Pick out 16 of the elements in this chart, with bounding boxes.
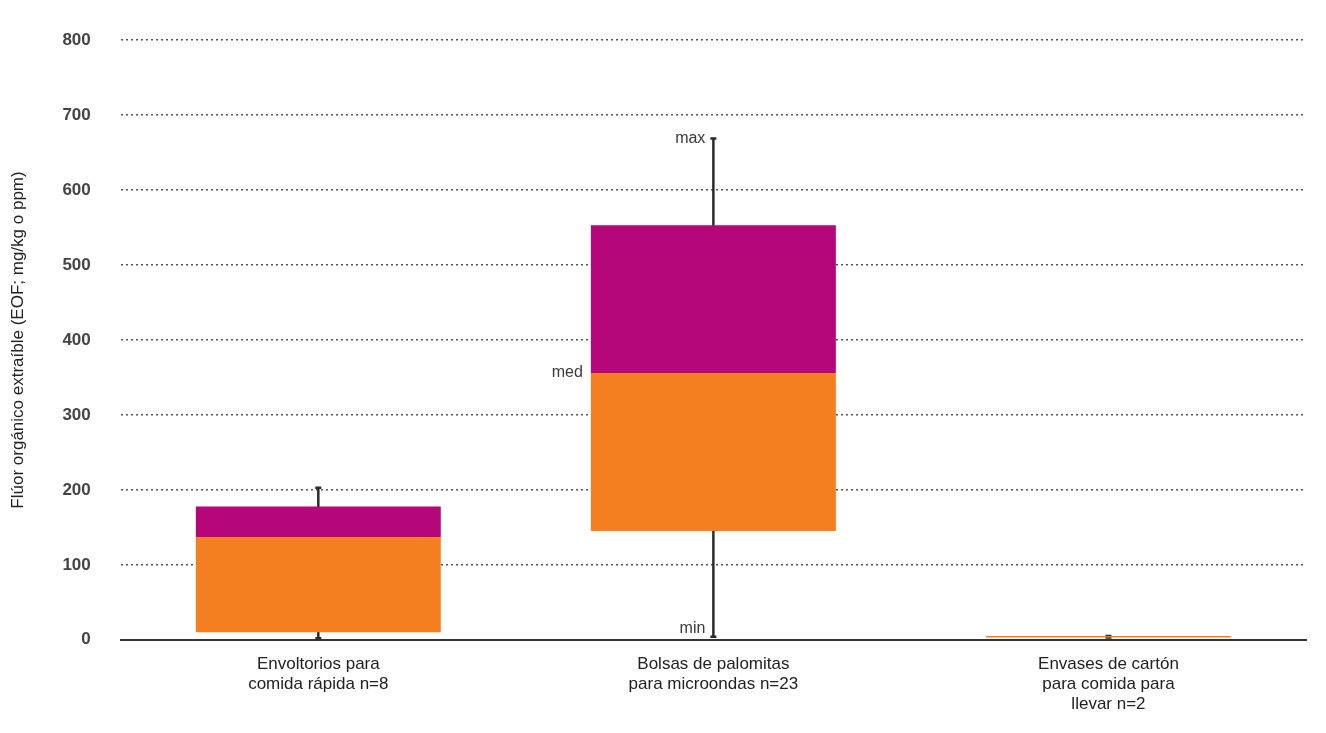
annotation: med	[551, 363, 583, 381]
y-tick-label: 500	[62, 254, 91, 274]
y-tick-label: 800	[62, 29, 91, 49]
y-tick-label: 400	[62, 329, 91, 349]
y-tick-label: 0	[81, 629, 91, 649]
y-tick-label: 200	[62, 479, 91, 499]
y-tick-label: 600	[62, 179, 91, 199]
x-tick-label: Envoltorios para comida rápida n=8	[248, 653, 389, 694]
x-tick-label: Envases de cartón para comida para llevar n=2	[1038, 653, 1179, 714]
y-tick-label: 300	[62, 404, 91, 424]
x-tick-label: Bolsas de palomitas para microondas n=23	[628, 653, 799, 694]
annotation: min	[679, 619, 706, 637]
y-axis-title: Flúor orgánico extraíble (EOF; mg/kg o ppm)	[7, 171, 27, 509]
y-tick-label: 100	[62, 554, 91, 574]
y-tick-label: 700	[62, 104, 91, 124]
annotation: max	[675, 128, 706, 146]
